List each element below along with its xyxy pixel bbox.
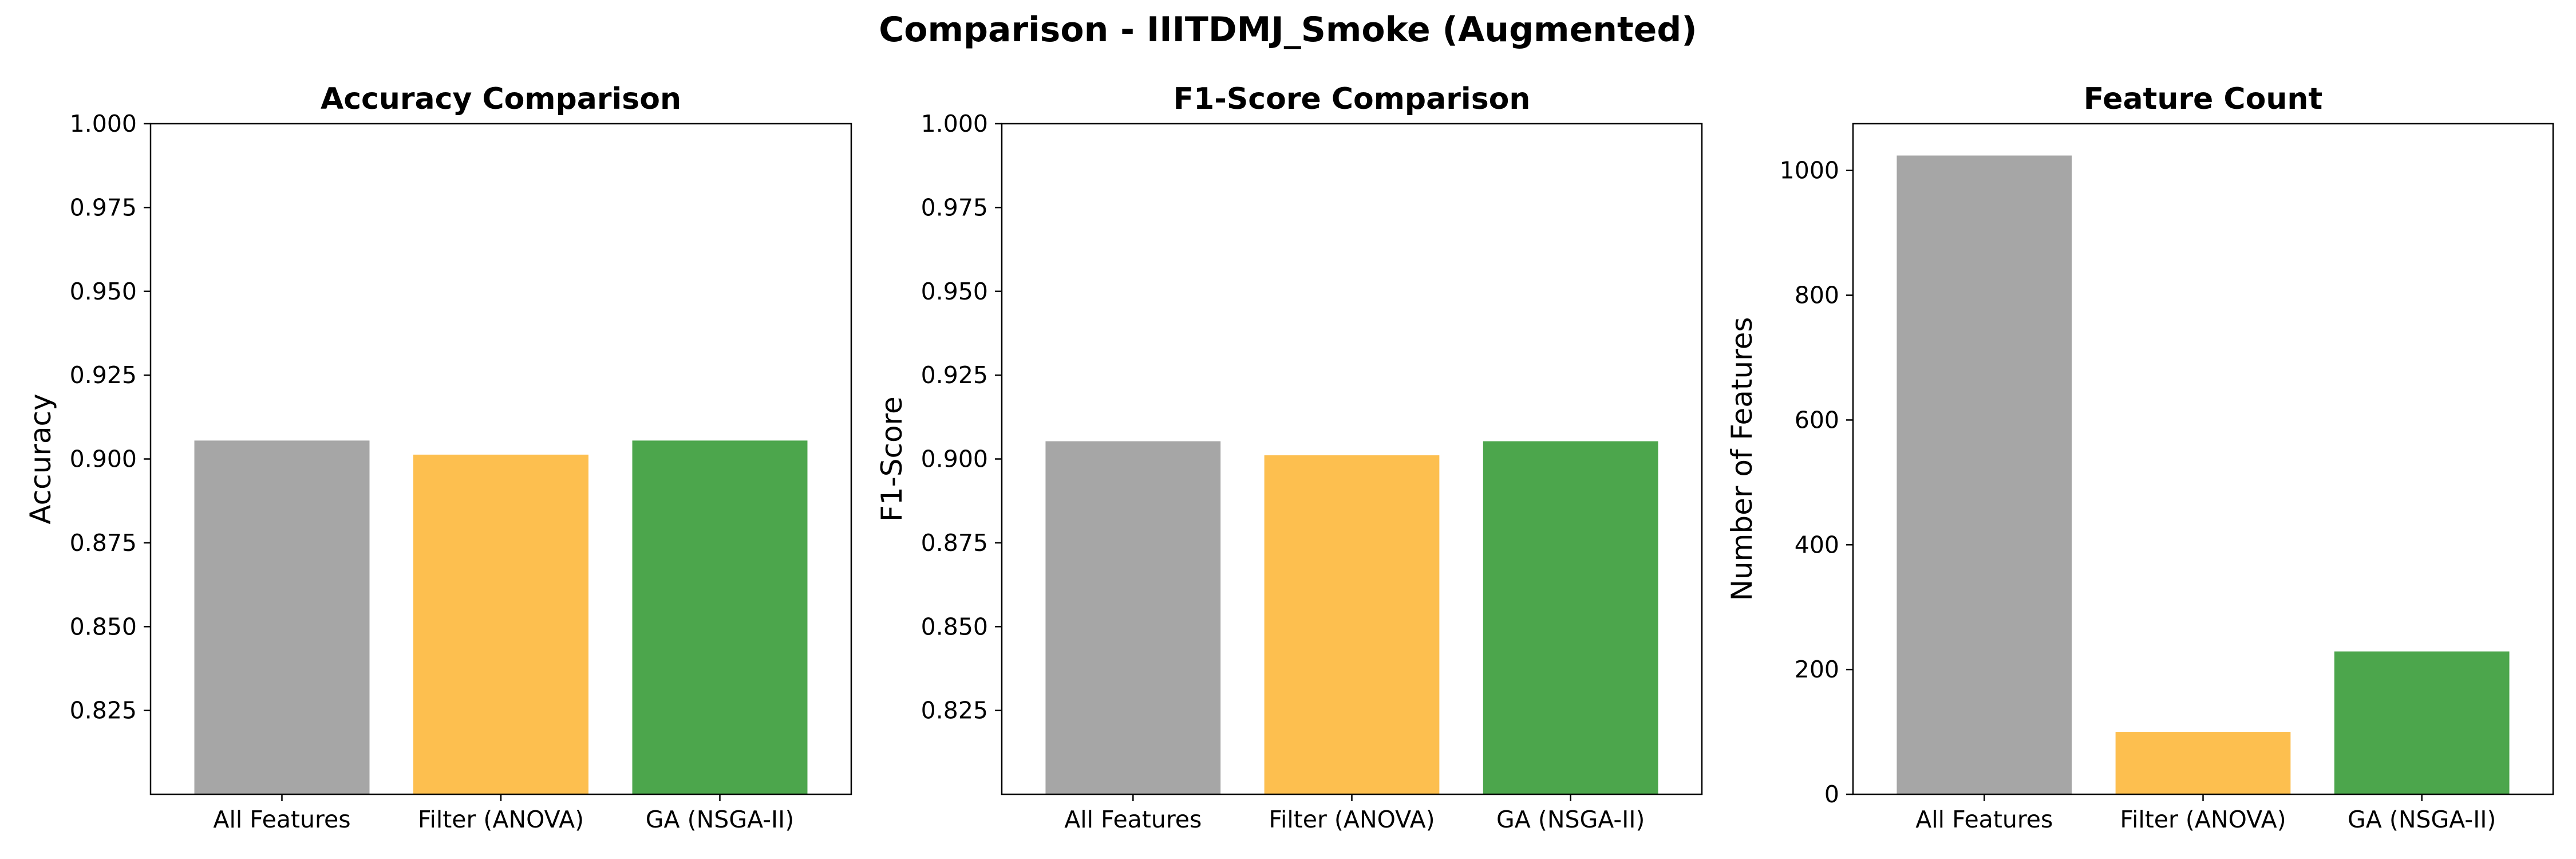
bar-filter-anova xyxy=(1264,455,1440,794)
x-tick-label: GA (NSGA-II) xyxy=(2348,806,2496,833)
x-tick-label: Filter (ANOVA) xyxy=(1269,806,1435,833)
y-tick-label: 0.950 xyxy=(921,278,988,305)
chart-panel-3: All Features Filter (ANOVA) GA (NSGA-II) 0 2… xyxy=(1725,82,2554,833)
bar-all-features xyxy=(194,440,370,794)
y-tick-label: 1.000 xyxy=(921,110,988,137)
panel-title: F1-Score Comparison xyxy=(1174,82,1531,116)
y-tick-label: 1.000 xyxy=(70,110,137,137)
panel-title: Accuracy Comparison xyxy=(321,82,681,116)
bar-ga-nsga-ii xyxy=(2334,651,2510,794)
y-tick-label: 0 xyxy=(1824,781,1839,808)
y-axis-label: Number of Features xyxy=(1725,317,1759,601)
bar-ga-nsga-ii xyxy=(632,440,808,794)
bar-all-features xyxy=(1897,155,2072,794)
axes-frame xyxy=(1852,123,2554,795)
panel-title: Feature Count xyxy=(2084,82,2322,116)
bar-filter-anova xyxy=(413,454,588,794)
y-tick-label: 0.825 xyxy=(70,697,137,724)
x-tick-label: GA (NSGA-II) xyxy=(1496,806,1645,833)
axes-frame xyxy=(1001,123,1703,795)
y-tick-label: 0.975 xyxy=(921,194,988,221)
y-tick-label: 800 xyxy=(1795,282,1839,309)
x-tick-label: All Features xyxy=(1064,806,1202,833)
chart-panel-1: All Features Filter (ANOVA) GA (NSGA-II) 0.… xyxy=(24,82,852,833)
chart-panel-2: All Features Filter (ANOVA) GA (NSGA-II) 0.… xyxy=(875,82,1703,833)
chart-panels: All Features Filter (ANOVA) GA (NSGA-II) 0.… xyxy=(24,82,2554,833)
x-tick-label: Filter (ANOVA) xyxy=(418,806,584,833)
y-tick-label: 0.875 xyxy=(70,529,137,557)
x-tick-label: Filter (ANOVA) xyxy=(2120,806,2286,833)
y-tick-label: 0.950 xyxy=(70,278,137,305)
y-tick-label: 0.825 xyxy=(921,697,988,724)
figure-suptitle: Comparison - IIITDMJ_Smoke (Augmented) xyxy=(879,10,1697,50)
y-tick-label: 1000 xyxy=(1780,157,1839,184)
y-tick-label: 0.900 xyxy=(70,446,137,473)
y-tick-label: 0.975 xyxy=(70,194,137,221)
x-tick-label: GA (NSGA-II) xyxy=(646,806,794,833)
y-axis-label: F1-Score xyxy=(875,396,908,522)
x-tick-label: All Features xyxy=(1915,806,2053,833)
y-tick-label: 0.925 xyxy=(70,361,137,389)
bar-all-features xyxy=(1045,441,1221,794)
y-axis-label: Accuracy xyxy=(24,393,57,524)
y-tick-label: 0.925 xyxy=(921,361,988,389)
bar-filter-anova xyxy=(2115,732,2291,794)
y-tick-label: 0.875 xyxy=(921,529,988,557)
bar-ga-nsga-ii xyxy=(1483,441,1658,794)
y-tick-label: 0.850 xyxy=(921,613,988,640)
y-tick-label: 0.850 xyxy=(70,613,137,640)
x-tick-label: All Features xyxy=(213,806,350,833)
y-tick-label: 200 xyxy=(1795,656,1839,683)
y-tick-label: 400 xyxy=(1795,531,1839,558)
axes-frame xyxy=(149,123,852,795)
y-tick-label: 0.900 xyxy=(921,446,988,473)
y-tick-label: 600 xyxy=(1795,406,1839,434)
